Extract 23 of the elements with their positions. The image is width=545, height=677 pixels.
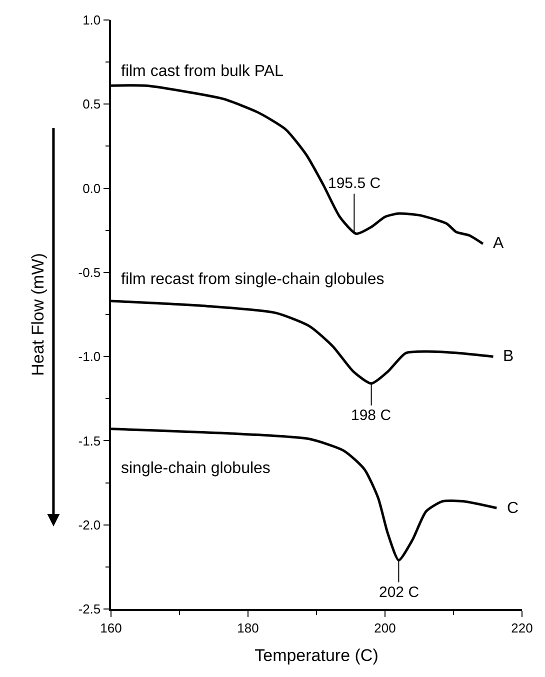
- x-axis-title: Temperature (C): [254, 646, 378, 666]
- y-tick-label: -1.5: [78, 433, 101, 448]
- annotation: 195.5 C: [328, 175, 381, 192]
- y-tick-label: 0.5: [82, 96, 101, 112]
- series-label: A: [493, 235, 504, 252]
- y-tick-label: 1.0: [82, 12, 101, 28]
- annotation: single-chain globules: [121, 460, 270, 477]
- annotation: 202 C: [379, 584, 420, 601]
- y-tick-label: 0.0: [82, 180, 101, 196]
- annotation: film recast from single-chain globules: [121, 271, 384, 288]
- x-tick-label: 180: [237, 620, 259, 636]
- series-label: C: [507, 500, 519, 517]
- x-tick-label: 160: [100, 620, 122, 636]
- annotation: film cast from bulk PAL: [121, 63, 284, 80]
- x-tick-label: 220: [511, 620, 533, 636]
- x-tick-label: 200: [374, 620, 396, 636]
- y-tick-label: -1.0: [78, 349, 101, 364]
- y-tick-label: -2.0: [78, 517, 101, 532]
- annotation: 198 C: [351, 407, 392, 424]
- y-tick-label: -2.5: [78, 602, 101, 617]
- series-label: B: [503, 348, 514, 365]
- y-axis-title: Heat Flow (mW): [28, 253, 48, 376]
- y-tick-label: -0.5: [78, 264, 101, 280]
